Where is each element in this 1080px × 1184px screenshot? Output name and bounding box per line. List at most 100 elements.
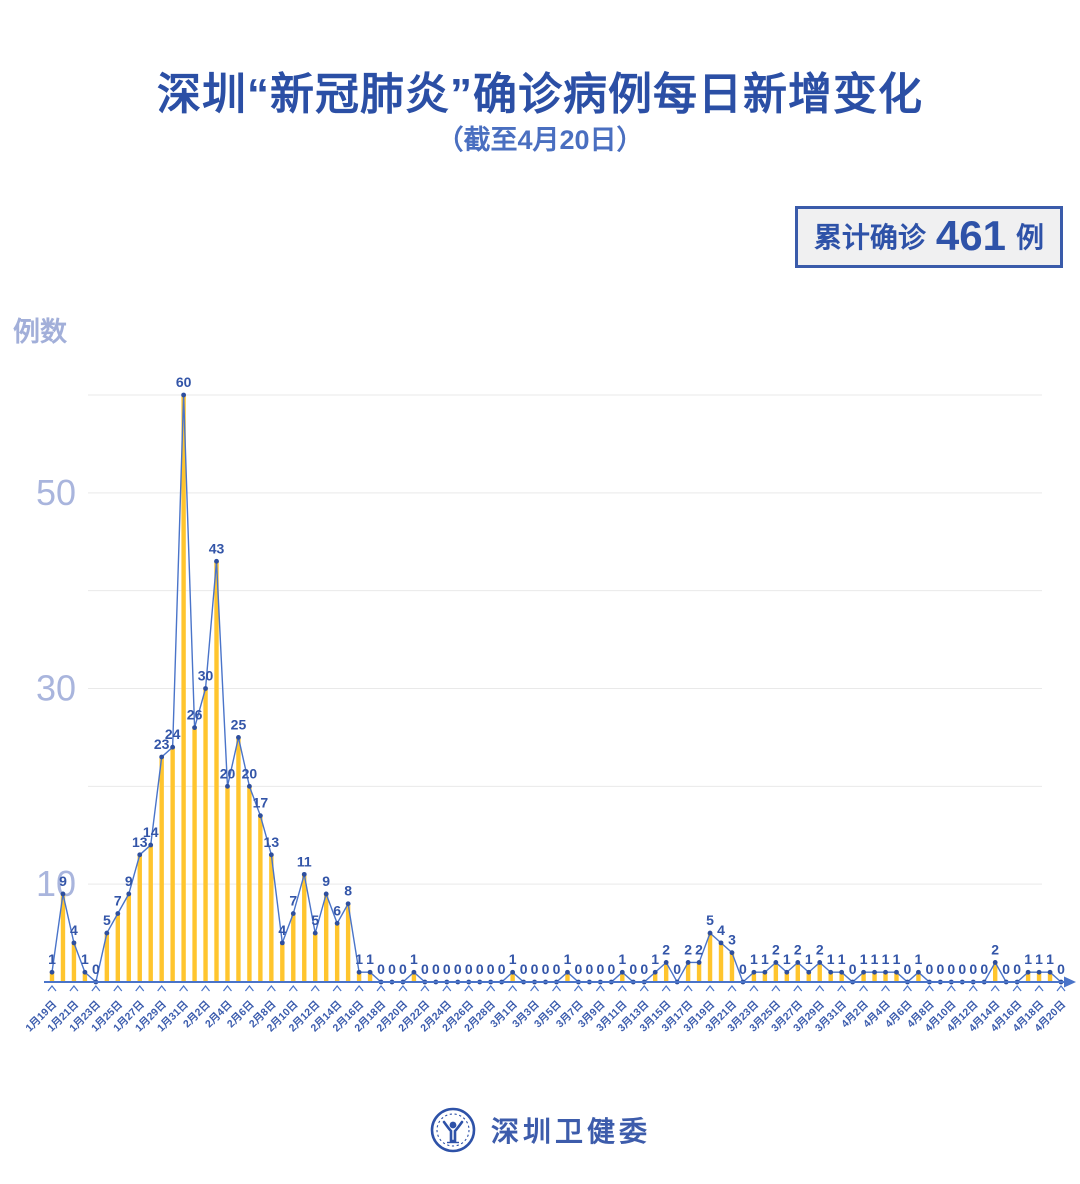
value-label: 43	[209, 540, 225, 556]
data-point	[71, 940, 77, 946]
data-point	[817, 960, 823, 965]
value-label: 1	[838, 951, 846, 967]
value-label: 17	[253, 795, 269, 811]
chart-svg: 1030501941057913142324602630432025201713…	[23, 374, 1076, 1034]
value-label: 1	[509, 951, 517, 967]
bar	[126, 893, 131, 982]
x-tick	[1056, 985, 1066, 992]
data-point	[137, 852, 143, 858]
x-tick	[113, 985, 123, 992]
data-point	[795, 960, 801, 965]
bar	[159, 756, 164, 982]
value-label: 0	[1013, 961, 1021, 977]
x-tick	[47, 985, 57, 992]
x-tick	[793, 985, 803, 992]
badge-value: 461	[935, 212, 1006, 259]
bar	[280, 942, 285, 982]
bar	[334, 923, 340, 982]
data-point	[872, 969, 877, 975]
x-tick	[157, 985, 167, 992]
value-label: 0	[640, 961, 648, 977]
value-label: 0	[388, 961, 396, 977]
x-tick	[859, 985, 869, 992]
value-label: 0	[575, 961, 583, 977]
value-label: 0	[739, 961, 747, 977]
bar	[302, 874, 307, 982]
value-label: 0	[1057, 961, 1065, 977]
bar	[225, 786, 230, 982]
data-point	[828, 969, 834, 975]
chart-title: 深圳“新冠肺炎”确诊病例每日新增变化	[157, 70, 923, 119]
bar	[751, 972, 757, 982]
y-tick-label: 10	[36, 863, 76, 904]
bar	[1025, 972, 1031, 982]
bar	[806, 972, 811, 982]
data-point	[115, 911, 121, 916]
data-point	[839, 969, 845, 975]
value-label: 2	[794, 941, 802, 957]
x-tick	[727, 985, 737, 992]
bar	[894, 972, 899, 982]
x-tick	[486, 985, 496, 992]
cumulative-total-badge: 累计确诊 461 例	[794, 206, 1063, 268]
data-point	[257, 813, 263, 819]
data-point	[729, 950, 735, 956]
data-point	[148, 842, 154, 848]
value-label: 1	[81, 951, 89, 967]
value-label: 2	[991, 941, 999, 957]
x-tick	[881, 985, 890, 992]
data-point	[685, 960, 691, 965]
x-tick	[837, 985, 847, 992]
data-point	[334, 920, 340, 926]
data-point	[663, 960, 669, 965]
bar	[795, 962, 800, 982]
footer-org-name: 深圳卫健委	[490, 1116, 651, 1147]
value-label: 0	[936, 961, 944, 977]
badge-suffix: 例	[1015, 222, 1044, 253]
bar	[236, 737, 241, 982]
data-point	[751, 969, 757, 975]
bar	[729, 952, 735, 982]
value-label: 2	[662, 941, 670, 957]
y-tick-label: 50	[36, 472, 76, 513]
x-tick	[595, 985, 605, 992]
bar	[148, 845, 153, 982]
data-point	[126, 891, 132, 897]
x-tick	[376, 985, 386, 992]
value-label: 1	[1035, 951, 1043, 967]
x-tick	[179, 985, 189, 992]
bar	[323, 893, 329, 982]
value-label: 0	[958, 961, 966, 977]
data-point	[707, 930, 713, 936]
value-label: 0	[629, 961, 637, 977]
bar	[565, 972, 570, 982]
data-point	[883, 969, 888, 975]
value-labels: 1941057913142324602630432025201713471159…	[48, 374, 1065, 977]
data-point	[312, 930, 318, 936]
bar	[104, 933, 110, 982]
value-label: 1	[827, 951, 835, 967]
bar	[784, 972, 790, 982]
value-label: 20	[242, 765, 258, 781]
bar	[49, 972, 55, 982]
bar	[696, 962, 702, 982]
data-point	[268, 852, 274, 858]
y-tick-label: 30	[36, 668, 76, 709]
x-tick	[617, 985, 627, 992]
value-label: 25	[231, 716, 247, 732]
value-label: 0	[849, 961, 857, 977]
value-label: 1	[882, 951, 890, 967]
data-point	[323, 891, 329, 897]
x-tick	[946, 985, 956, 992]
bar	[762, 972, 768, 982]
bar	[1036, 972, 1042, 982]
x-tick	[332, 985, 342, 992]
bar	[872, 972, 877, 982]
value-label: 1	[750, 951, 758, 967]
x-tick	[573, 985, 583, 992]
data-point	[619, 969, 625, 975]
data-point	[916, 969, 921, 975]
bar	[839, 972, 844, 982]
value-label: 1	[871, 951, 879, 967]
data-point	[510, 969, 516, 975]
